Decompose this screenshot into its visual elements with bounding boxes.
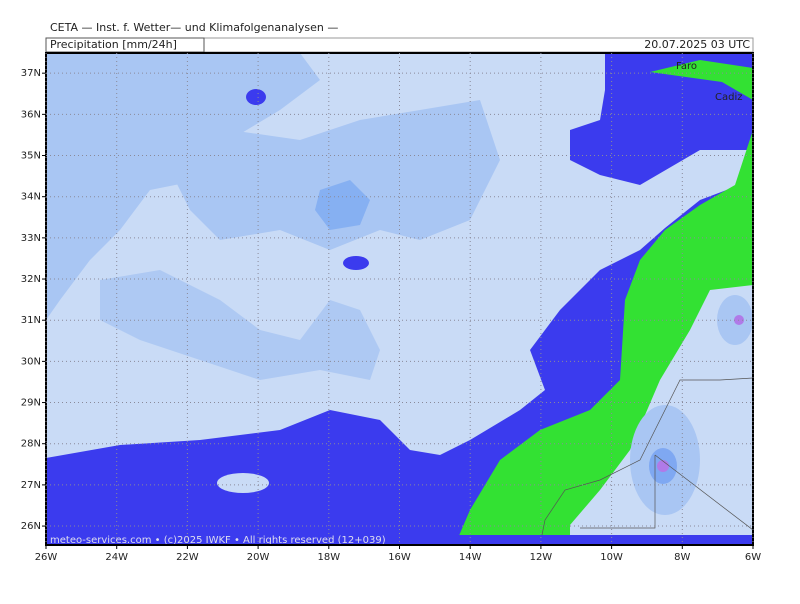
precip-none [343,256,369,270]
lon-label: 12W [530,552,553,563]
place-label: Faro [676,61,697,72]
border [580,454,753,531]
precip-none [246,89,266,105]
lon-label: 10W [600,552,623,563]
border [539,377,753,545]
precip-medium [100,270,380,380]
lat-label: 30N [21,356,41,367]
lon-label: 26W [35,552,58,563]
precip-field [46,53,753,545]
lat-label: 27N [21,480,41,491]
lon-label: 20W [247,552,270,563]
lon-label: 24W [105,552,128,563]
precip-max [657,460,669,472]
lat-label: 29N [21,398,41,409]
precip-medium [160,100,500,250]
precip-low [217,473,269,493]
footer-bar [46,535,753,545]
lat-label: 36N [21,109,41,120]
lon-label: 18W [317,552,340,563]
lat-label: 33N [21,233,41,244]
lon-label: 16W [388,552,411,563]
lat-label: 35N [21,151,41,162]
map: Faro Cadiz meteo-services.com • (c)2025 … [45,52,754,546]
lon-label: 14W [459,552,482,563]
place-label: Cadiz [715,92,743,103]
lat-label: 28N [21,439,41,450]
land-dry [650,60,753,100]
precip-none [570,53,753,185]
lon-label: 6W [745,552,761,563]
lat-label: 37N [21,68,41,79]
footer: meteo-services.com • (c)2025 IWKF • All … [50,535,386,546]
valid-time: 20.07.2025 03 UTC [644,38,750,51]
lat-label: 26N [21,521,41,532]
product: Precipitation [mm/24h] [50,38,177,51]
lat-label: 32N [21,274,41,285]
lat-label: 31N [21,315,41,326]
title: CETA — Inst. f. Wetter— und Klimafolgena… [50,21,338,34]
precip-medium [46,53,320,320]
lon-label: 8W [674,552,690,563]
lon-label: 22W [176,552,199,563]
lat-label: 34N [21,192,41,203]
